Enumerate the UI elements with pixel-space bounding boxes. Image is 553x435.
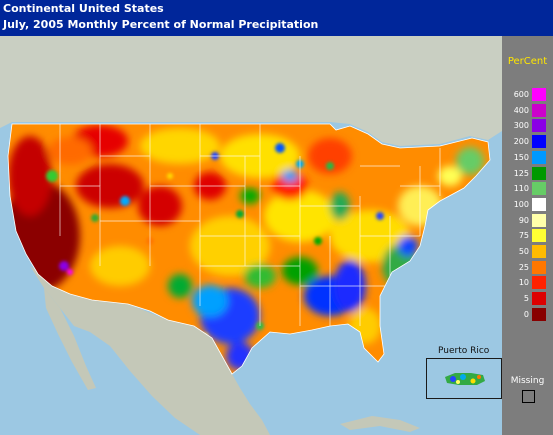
legend-label-0: 0 bbox=[523, 309, 529, 319]
legend-swatch-50 bbox=[532, 245, 546, 258]
legend-swatch-0 bbox=[532, 307, 546, 321]
missing-label: Missing bbox=[510, 376, 545, 386]
baja-peninsula bbox=[44, 288, 96, 390]
legend-swatch-100 bbox=[532, 197, 546, 211]
legend-swatch-90 bbox=[532, 213, 546, 227]
legend-swatch-10 bbox=[532, 276, 546, 290]
legend-swatch-25 bbox=[532, 260, 546, 274]
legend-label-125: 125 bbox=[513, 168, 529, 178]
header-bar: Continental United States July, 2005 Mon… bbox=[0, 0, 553, 36]
legend-label-25: 25 bbox=[518, 262, 529, 272]
legend-swatch-200 bbox=[532, 135, 546, 149]
map-canvas bbox=[0, 36, 502, 435]
legend-label-5: 5 bbox=[523, 294, 529, 304]
puerto-rico-inset bbox=[426, 358, 502, 399]
legend-label-600: 600 bbox=[513, 90, 529, 99]
legend-swatch-5 bbox=[532, 292, 546, 306]
legend-swatch-110 bbox=[532, 182, 546, 196]
legend-label-400: 400 bbox=[513, 105, 529, 115]
puerto-rico-map bbox=[445, 373, 485, 385]
legend-label-50: 50 bbox=[518, 247, 529, 256]
puerto-rico-label: Puerto Rico bbox=[438, 346, 490, 356]
legend-title: PerCent bbox=[507, 56, 548, 67]
legend-label-100: 100 bbox=[513, 199, 529, 209]
legend-swatch-600 bbox=[532, 88, 546, 101]
legend-label-10: 10 bbox=[518, 278, 529, 288]
legend-swatch-75 bbox=[532, 229, 546, 243]
state-boundaries bbox=[59, 124, 441, 326]
legend-label-75: 75 bbox=[518, 231, 529, 241]
legend-swatch-400 bbox=[532, 103, 546, 117]
map-title: Continental United States bbox=[3, 2, 164, 15]
map-subtitle: July, 2005 Monthly Percent of Normal Pre… bbox=[3, 18, 319, 31]
legend-swatch-300 bbox=[532, 119, 546, 133]
legend-label-110: 110 bbox=[513, 184, 529, 194]
legend-label-90: 90 bbox=[518, 215, 529, 225]
legend-label-150: 150 bbox=[513, 152, 529, 162]
mexico-land bbox=[30, 266, 270, 435]
legend-swatch-125 bbox=[532, 166, 546, 180]
cuba-land bbox=[340, 416, 420, 432]
legend-panel: PerCent 600 400 300 200 150 125 110 100 90 75 50 25… bbox=[502, 36, 553, 435]
legend-label-300: 300 bbox=[513, 121, 529, 131]
precipitation-map bbox=[0, 36, 502, 435]
missing-swatch bbox=[522, 390, 535, 403]
legend-label-200: 200 bbox=[513, 137, 529, 147]
legend-swatch-150 bbox=[532, 150, 546, 164]
canada-land bbox=[0, 36, 502, 146]
